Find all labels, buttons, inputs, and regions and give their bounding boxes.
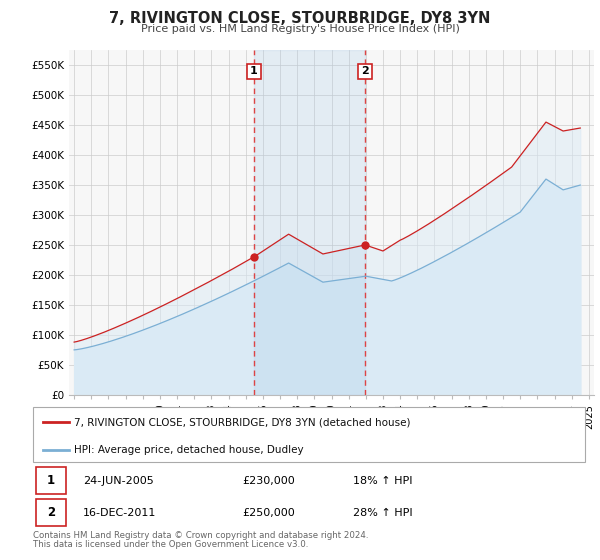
Bar [254,50,365,395]
Text: 7, RIVINGTON CLOSE, STOURBRIDGE, DY8 3YN (detached house): 7, RIVINGTON CLOSE, STOURBRIDGE, DY8 3YN… [74,418,411,427]
Text: 1: 1 [47,474,55,487]
Text: 7, RIVINGTON CLOSE, STOURBRIDGE, DY8 3YN: 7, RIVINGTON CLOSE, STOURBRIDGE, DY8 3YN [109,11,491,26]
Text: 2: 2 [47,506,55,519]
Bar [36,499,66,526]
Text: 2: 2 [361,67,369,76]
Bar [36,467,66,494]
Text: 24-JUN-2005: 24-JUN-2005 [83,475,154,486]
Text: This data is licensed under the Open Government Licence v3.0.: This data is licensed under the Open Gov… [33,540,308,549]
Text: 1: 1 [250,67,258,76]
Text: Price paid vs. HM Land Registry's House Price Index (HPI): Price paid vs. HM Land Registry's House … [140,24,460,34]
Text: £250,000: £250,000 [243,507,296,517]
Text: Contains HM Land Registry data © Crown copyright and database right 2024.: Contains HM Land Registry data © Crown c… [33,531,368,540]
Text: 16-DEC-2011: 16-DEC-2011 [83,507,156,517]
Text: 18% ↑ HPI: 18% ↑ HPI [353,475,413,486]
Text: 28% ↑ HPI: 28% ↑ HPI [353,507,413,517]
Text: HPI: Average price, detached house, Dudley: HPI: Average price, detached house, Dudl… [74,445,304,455]
Text: £230,000: £230,000 [243,475,296,486]
